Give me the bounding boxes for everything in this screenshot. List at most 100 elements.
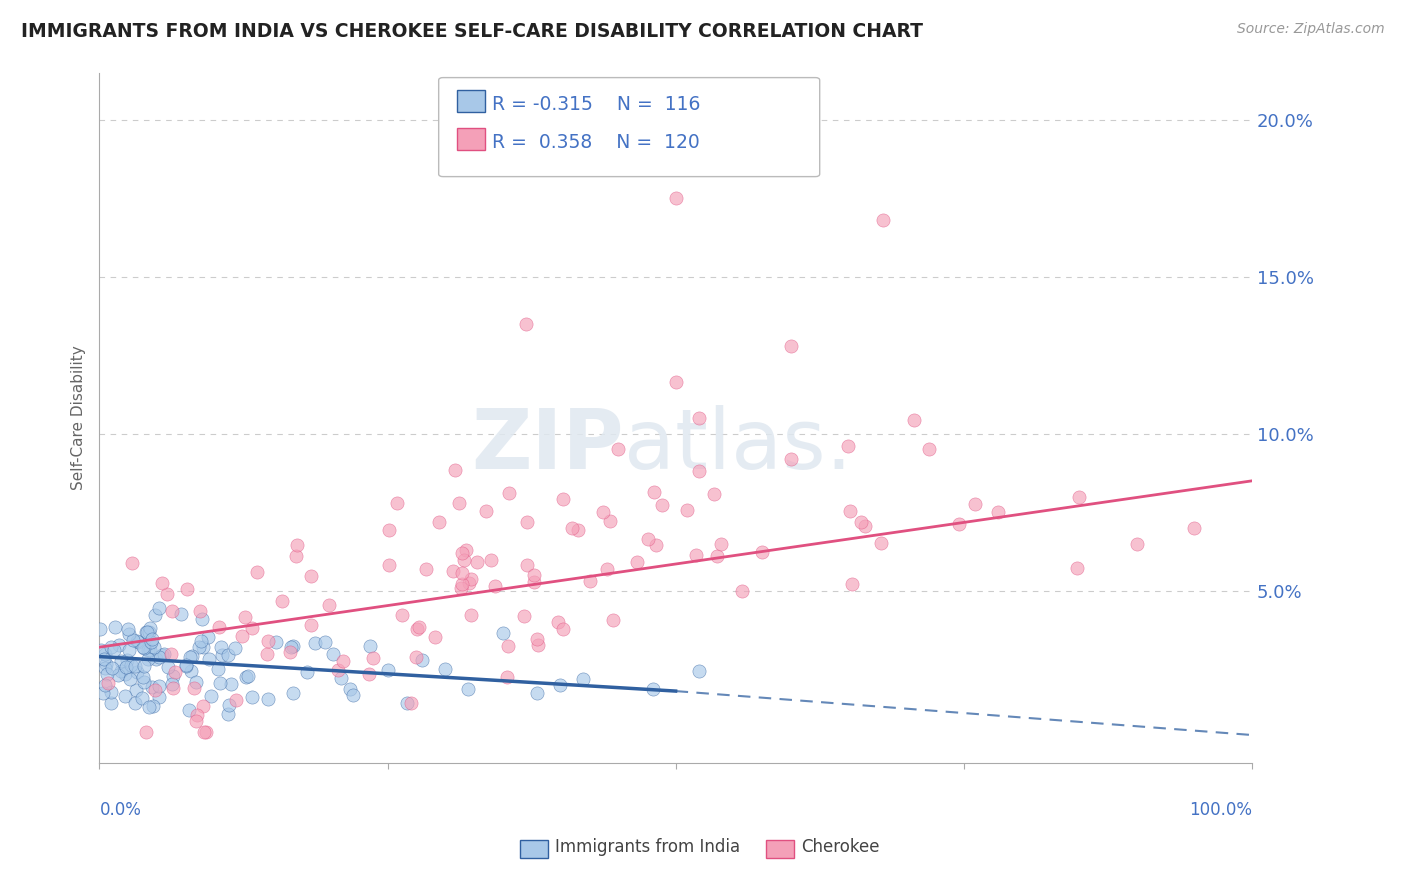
Point xyxy=(387,496,409,510)
Y-axis label: Self-Care Disability: Self-Care Disability xyxy=(72,346,86,491)
Point xyxy=(183,681,205,695)
Point xyxy=(115,653,138,667)
Point xyxy=(641,681,664,696)
Point xyxy=(174,658,197,673)
Text: R =  0.358    N =  120: R = 0.358 N = 120 xyxy=(492,133,700,152)
Point xyxy=(132,675,155,690)
Point xyxy=(561,521,583,535)
Point xyxy=(235,670,257,684)
Point xyxy=(217,648,239,663)
Point xyxy=(120,657,142,672)
Point xyxy=(427,515,450,529)
Point xyxy=(207,662,229,676)
Point xyxy=(710,537,733,551)
Point xyxy=(190,634,212,648)
Point xyxy=(515,317,537,331)
Point xyxy=(453,553,475,567)
Point xyxy=(236,669,259,683)
Point xyxy=(484,579,506,593)
Point xyxy=(114,690,136,704)
Point xyxy=(186,708,208,723)
Point xyxy=(496,639,519,653)
Point xyxy=(299,569,322,583)
Point xyxy=(134,659,156,673)
Point xyxy=(141,632,163,647)
Point xyxy=(665,192,688,206)
Point xyxy=(651,498,673,512)
Point xyxy=(665,375,688,389)
Point xyxy=(142,640,165,654)
Point xyxy=(179,650,201,665)
Point xyxy=(314,635,336,649)
Point xyxy=(751,545,773,559)
Point xyxy=(264,634,287,648)
Point xyxy=(578,574,600,588)
Point xyxy=(377,663,399,677)
Point xyxy=(114,660,136,674)
Point xyxy=(378,523,401,537)
Point xyxy=(592,505,614,519)
Text: Cherokee: Cherokee xyxy=(801,838,880,855)
Point xyxy=(125,665,148,679)
Point xyxy=(194,724,217,739)
Point xyxy=(281,686,304,700)
Point xyxy=(131,640,153,654)
Point xyxy=(148,600,170,615)
Point xyxy=(110,664,132,678)
Point xyxy=(457,576,479,591)
Point xyxy=(242,621,264,635)
Point xyxy=(522,575,544,590)
Point xyxy=(231,629,253,643)
Point xyxy=(200,689,222,703)
Point xyxy=(134,641,156,656)
Point xyxy=(465,555,488,569)
Point xyxy=(156,660,179,674)
Point xyxy=(444,463,467,477)
Point xyxy=(481,553,503,567)
Point xyxy=(125,633,148,648)
Point xyxy=(107,638,129,652)
Point xyxy=(148,679,170,693)
Point xyxy=(117,623,139,637)
Point xyxy=(391,607,413,622)
Point xyxy=(101,661,124,675)
Point xyxy=(703,486,725,500)
Point xyxy=(208,620,231,634)
Point xyxy=(191,699,214,714)
Point xyxy=(209,640,232,654)
Point xyxy=(460,572,482,586)
Point xyxy=(841,577,863,591)
Point xyxy=(688,411,710,425)
Point xyxy=(295,665,318,680)
Point xyxy=(224,641,246,656)
Point xyxy=(218,698,240,713)
Text: Immigrants from India: Immigrants from India xyxy=(555,838,741,855)
Point xyxy=(304,636,326,650)
Point xyxy=(326,663,349,677)
Point xyxy=(256,691,278,706)
Point xyxy=(91,686,114,700)
Point xyxy=(122,632,145,647)
Point xyxy=(676,503,699,517)
Point xyxy=(138,700,160,714)
Point xyxy=(553,622,575,636)
Point xyxy=(626,555,648,569)
Point xyxy=(475,504,498,518)
Point xyxy=(94,647,117,661)
Point xyxy=(643,485,665,500)
Point xyxy=(516,558,538,572)
Point xyxy=(240,690,263,705)
Text: Source: ZipAtlas.com: Source: ZipAtlas.com xyxy=(1237,22,1385,37)
Point xyxy=(496,670,519,684)
Point xyxy=(100,640,122,655)
Point xyxy=(779,339,801,353)
Point xyxy=(1182,521,1205,535)
Point xyxy=(148,690,170,704)
Point xyxy=(191,640,214,655)
Point xyxy=(125,682,148,697)
Text: ZIP: ZIP xyxy=(471,405,624,486)
Point xyxy=(948,516,970,531)
Point xyxy=(527,638,550,652)
Point xyxy=(246,565,269,579)
Point xyxy=(637,533,659,547)
